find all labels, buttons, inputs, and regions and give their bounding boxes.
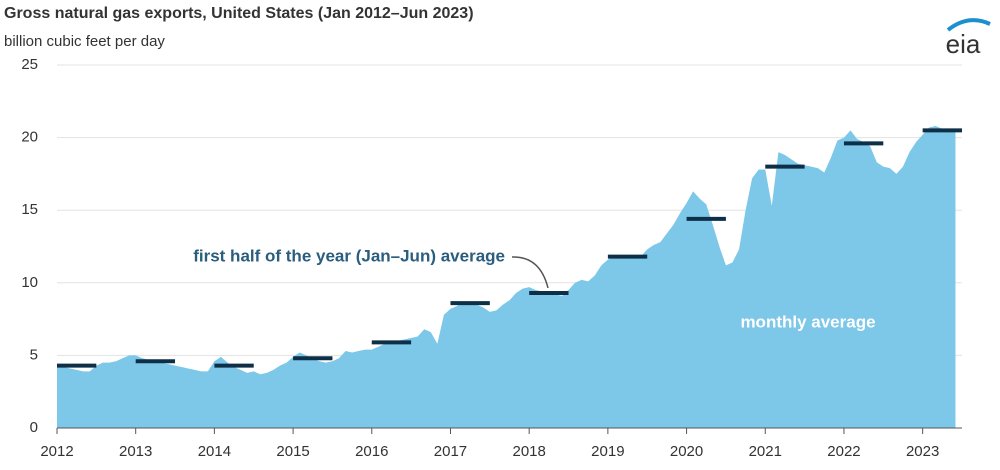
y-tick-label: 20	[21, 129, 38, 146]
y-tick-label: 15	[21, 201, 38, 218]
area-label: monthly average	[740, 312, 875, 331]
x-tick-label: 2022	[827, 443, 860, 460]
x-tick-label: 2017	[434, 443, 467, 460]
y-tick-label: 5	[30, 346, 38, 363]
x-tick-label: 2014	[198, 443, 231, 460]
x-tick-label: 2023	[906, 443, 939, 460]
x-tick-label: 2019	[591, 443, 624, 460]
logo: eia	[946, 29, 981, 59]
area	[57, 125, 956, 428]
logo-swoosh	[946, 18, 991, 32]
y-tick-label: 25	[21, 56, 38, 73]
x-tick-label: 2021	[749, 443, 782, 460]
x-tick-label: 2018	[512, 443, 545, 460]
x-tick-label: 2016	[355, 443, 388, 460]
chart-title: Gross natural gas exports, United States…	[4, 5, 474, 22]
average-pointer	[511, 256, 549, 289]
x-tick-label: 2015	[276, 443, 309, 460]
x-tick-label: 2012	[40, 443, 73, 460]
x-tick-label: 2020	[670, 443, 703, 460]
average-label: first half of the year (Jan–Jun) average	[193, 246, 505, 265]
chart-subtitle: billion cubic feet per day	[4, 33, 165, 50]
x-tick-label: 2013	[119, 443, 152, 460]
y-tick-label: 10	[21, 274, 38, 291]
y-tick-label: 0	[30, 419, 38, 436]
